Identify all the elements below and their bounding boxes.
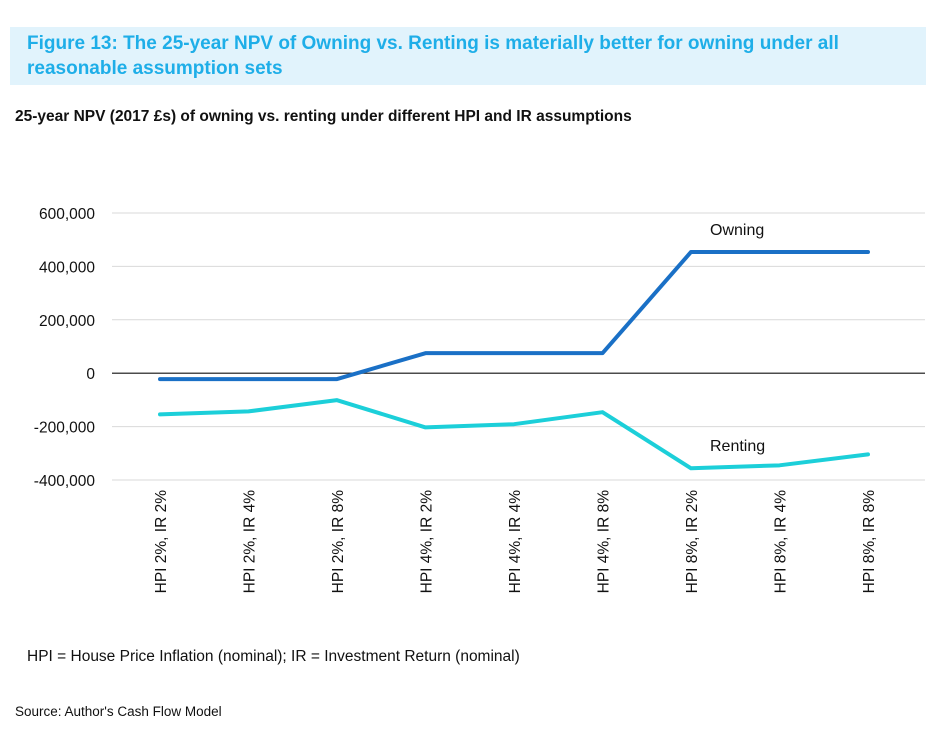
y-tick-label: 400,000 — [39, 259, 95, 276]
series-line-renting — [158, 398, 870, 471]
x-tick-label: HPI 8%, IR 2% — [684, 490, 701, 594]
x-tick-label: HPI 2%, IR 2% — [153, 490, 170, 594]
x-tick-label: HPI 8%, IR 4% — [773, 490, 790, 594]
series-line-owning — [158, 249, 870, 382]
figure-title: Figure 13: The 25-year NPV of Owning vs.… — [27, 33, 839, 79]
figure-title-box: Figure 13: The 25-year NPV of Owning vs.… — [10, 27, 926, 85]
y-tick-label: -400,000 — [34, 473, 96, 490]
chart-title: 25-year NPV (2017 £s) of owning vs. rent… — [15, 108, 632, 125]
x-tick-label: HPI 2%, IR 8% — [330, 490, 347, 594]
x-tick-label: HPI 4%, IR 4% — [507, 490, 524, 594]
source-note: Source: Author's Cash Flow Model — [15, 704, 222, 719]
x-tick-label: HPI 4%, IR 8% — [596, 490, 613, 594]
series-label-owning: Owning — [710, 222, 764, 239]
y-tick-label: 200,000 — [39, 313, 95, 330]
x-tick-label: HPI 4%, IR 2% — [419, 490, 436, 594]
y-tick-label: 600,000 — [39, 206, 95, 223]
x-tick-label: HPI 2%, IR 4% — [242, 490, 259, 594]
y-tick-label: 0 — [86, 366, 95, 383]
series-label-renting: Renting — [710, 438, 765, 455]
y-tick-label: -200,000 — [34, 420, 96, 437]
chart-note: HPI = House Price Inflation (nominal); I… — [27, 648, 520, 665]
x-tick-label: HPI 8%, IR 8% — [861, 490, 878, 594]
